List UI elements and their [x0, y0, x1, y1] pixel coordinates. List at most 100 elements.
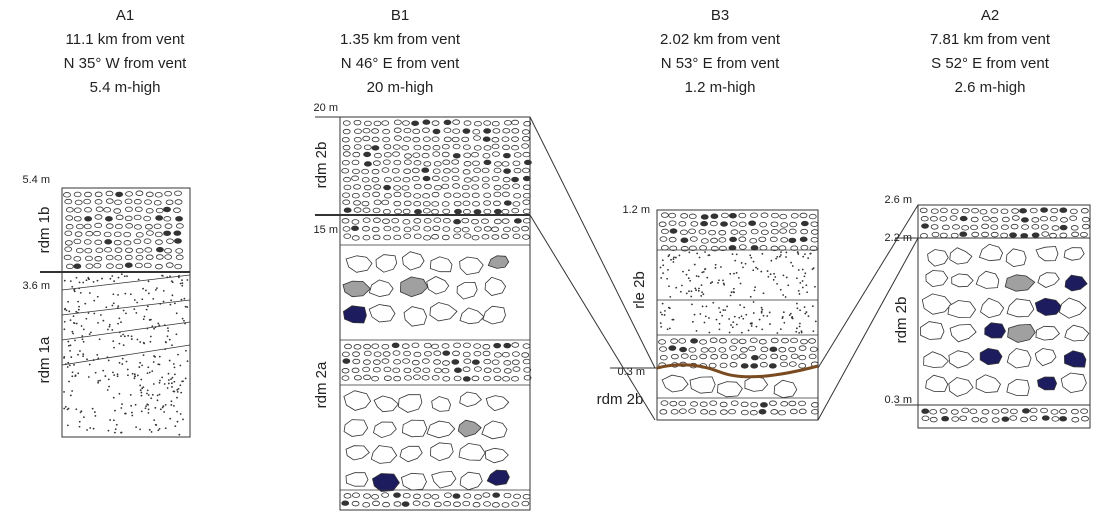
- pebble: [382, 493, 389, 498]
- pebble: [472, 376, 479, 381]
- pebble: [145, 248, 152, 253]
- pebble: [433, 152, 440, 157]
- pebble: [484, 160, 491, 165]
- pebble: [484, 193, 491, 198]
- pebble: [741, 364, 748, 369]
- pebble: [799, 363, 806, 368]
- grain: [67, 425, 69, 427]
- pebble: [164, 217, 171, 222]
- pebble: [482, 235, 489, 240]
- pebble: [392, 218, 399, 223]
- pebble: [503, 227, 510, 232]
- pebble: [503, 128, 510, 133]
- pebble: [393, 152, 400, 157]
- pebble: [352, 169, 359, 174]
- grain: [751, 322, 753, 324]
- pebble: [790, 222, 797, 227]
- grain: [729, 273, 731, 275]
- pebble: [700, 246, 707, 251]
- pebble: [502, 137, 509, 142]
- grain: [144, 316, 146, 318]
- level-label: 1.2 m: [622, 204, 650, 216]
- pebble: [124, 232, 131, 237]
- grain: [789, 314, 791, 316]
- grain: [753, 301, 755, 303]
- grain: [718, 307, 720, 309]
- pebble: [1050, 216, 1057, 221]
- pebble: [155, 193, 162, 198]
- grain: [77, 354, 79, 356]
- grain: [165, 404, 167, 406]
- pebble: [442, 235, 449, 240]
- pebble: [494, 162, 501, 167]
- grain: [147, 389, 149, 391]
- grain: [63, 357, 65, 359]
- pebble: [791, 354, 798, 359]
- pebble: [809, 339, 816, 344]
- grain: [666, 278, 668, 280]
- pebble: [1041, 408, 1048, 413]
- grain: [172, 294, 174, 296]
- grain: [153, 361, 155, 363]
- pebble: [343, 152, 350, 157]
- pebble: [352, 176, 359, 181]
- grain: [724, 309, 726, 311]
- pebble: [680, 347, 687, 352]
- pebble: [96, 248, 103, 253]
- grain: [812, 305, 814, 307]
- level-label: 15 m: [314, 224, 338, 236]
- pebble: [492, 144, 499, 149]
- unit-label: rdm 2b: [597, 391, 644, 408]
- pebble: [972, 417, 979, 422]
- grain: [708, 317, 710, 319]
- pebble: [751, 213, 758, 218]
- grain: [108, 378, 110, 380]
- clast: [400, 277, 427, 297]
- clast: [373, 474, 400, 492]
- clast: [404, 307, 427, 327]
- pebble: [474, 367, 481, 372]
- grain: [134, 375, 136, 377]
- pebble: [789, 229, 796, 234]
- level-label: 0.3 m: [884, 394, 912, 406]
- grain: [148, 394, 150, 396]
- grain: [139, 362, 141, 364]
- grain: [736, 253, 738, 255]
- pebble: [106, 224, 113, 229]
- clast: [1035, 349, 1056, 366]
- grain: [167, 387, 169, 389]
- grain: [79, 421, 81, 423]
- pebble: [791, 214, 798, 219]
- grain: [130, 293, 132, 295]
- pebble: [1012, 216, 1019, 221]
- pebble: [86, 264, 93, 269]
- pebble: [771, 222, 778, 227]
- pebble: [66, 264, 73, 269]
- clast: [431, 443, 454, 461]
- grain: [172, 377, 174, 379]
- grain: [785, 296, 787, 298]
- pebble: [502, 209, 509, 214]
- pebble: [523, 494, 530, 499]
- grain: [68, 310, 70, 312]
- grain: [117, 323, 119, 325]
- pebble: [951, 233, 958, 238]
- pebble: [66, 207, 73, 212]
- grain: [672, 261, 674, 263]
- pebble: [155, 264, 162, 269]
- pebble: [982, 216, 989, 221]
- pebble: [751, 246, 758, 251]
- pebble: [364, 351, 371, 356]
- clast: [343, 281, 370, 297]
- pebble: [342, 368, 349, 373]
- pebble: [991, 217, 998, 222]
- grain: [173, 405, 175, 407]
- grain: [83, 341, 85, 343]
- pebble: [373, 501, 380, 506]
- grain: [117, 375, 119, 377]
- pebble: [800, 213, 807, 218]
- pebble: [1082, 217, 1089, 222]
- pebble: [424, 343, 431, 348]
- grain: [163, 301, 165, 303]
- pebble: [96, 207, 103, 212]
